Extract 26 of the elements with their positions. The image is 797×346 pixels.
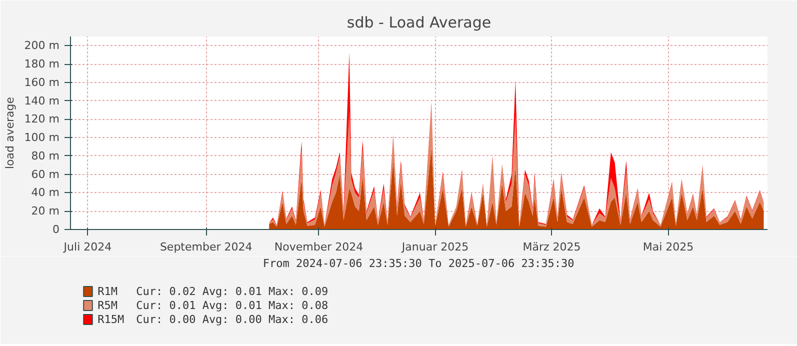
x-tick-label: März 2025 — [522, 240, 581, 254]
y-axis-title: load average — [3, 96, 16, 170]
text: Cur: 0.01 Avg: 0.01 Max: 0.08 — [136, 299, 328, 312]
x-tick-label: September 2024 — [160, 240, 252, 254]
legend-label: R15M — [98, 313, 124, 326]
legend-label: R5M — [98, 299, 118, 312]
y-tick-label: 180 m — [24, 58, 60, 71]
legend-label: R1M — [98, 285, 118, 298]
chart-title: sdb - Load Average — [346, 14, 492, 32]
y-tick-label: 120 m — [24, 112, 60, 126]
x-tick-label: November 2024 — [274, 240, 364, 254]
text: Cur: 0.00 Avg: 0.00 Max: 0.06 — [136, 313, 328, 326]
y-tick-label: 60 m — [31, 168, 60, 181]
text: From 2024-07-06 23:35:30 To 2025-07-06 23:35:30 — [262, 257, 574, 270]
x-tick-label: Juli 2024 — [62, 240, 112, 254]
x-tick-label: Januar 2025 — [400, 240, 469, 254]
y-tick-label: 160 m — [24, 76, 60, 89]
y-tick-label: 200 m — [24, 39, 60, 52]
y-tick-label: 140 m — [24, 94, 60, 108]
text: Cur: 0.02 Avg: 0.01 Max: 0.09 — [136, 285, 328, 298]
y-tick-label: 80 m — [31, 149, 60, 162]
x-tick-label: Mai 2025 — [642, 240, 694, 254]
y-tick-label: 100 m — [24, 131, 60, 144]
y-tick-label: 20 m — [31, 204, 60, 218]
y-tick-label: 0 — [52, 223, 60, 236]
y-tick-label: 40 m — [31, 186, 60, 200]
